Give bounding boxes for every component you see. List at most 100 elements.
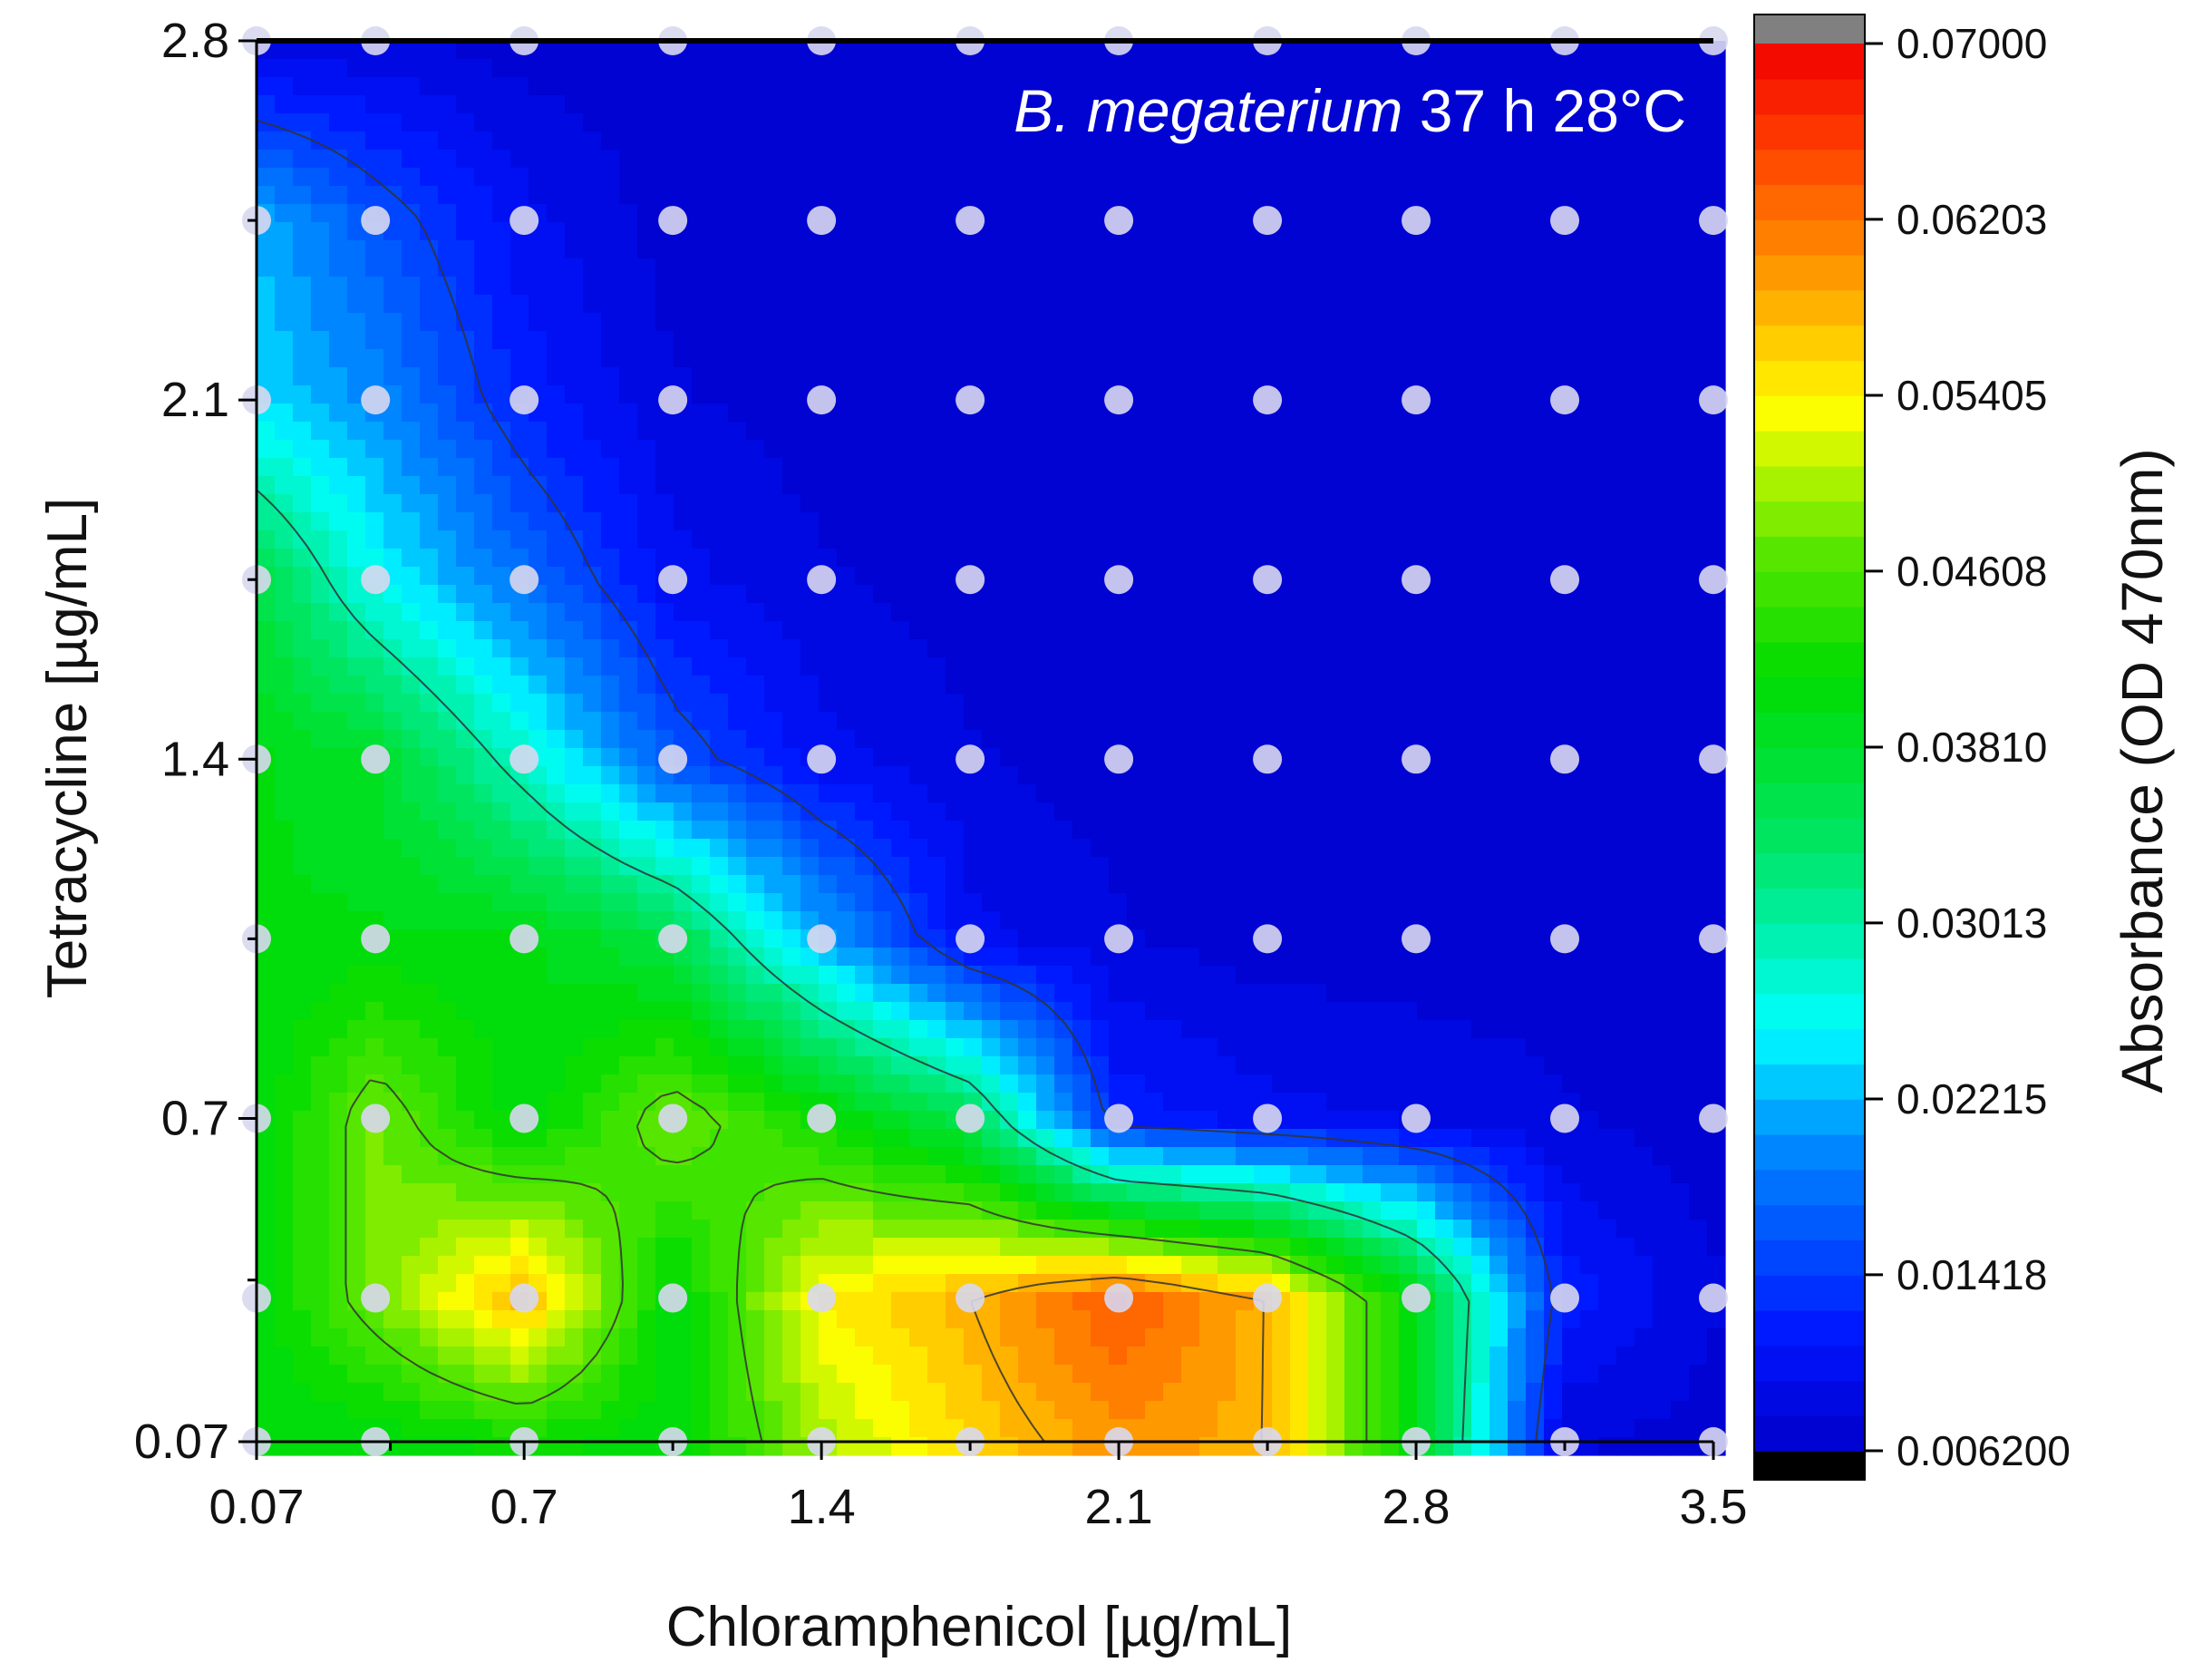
heatmap-cell [583, 639, 602, 658]
heatmap-cell [1145, 730, 1164, 749]
heatmap-cell [1417, 349, 1436, 368]
heatmap-cell [1417, 784, 1436, 803]
heatmap-cell [946, 766, 965, 785]
heatmap-cell [1363, 530, 1382, 549]
heatmap-cell [1218, 150, 1237, 169]
heatmap-cell [383, 277, 403, 296]
heatmap-cell [1181, 657, 1200, 676]
heatmap-cell [329, 1074, 348, 1094]
heatmap-cell [547, 1111, 566, 1130]
heatmap-cell [1254, 603, 1273, 622]
heatmap-cell [655, 821, 674, 840]
heatmap-cell [492, 766, 511, 785]
heatmap-cell [1417, 295, 1436, 314]
heatmap-cell [1000, 59, 1019, 78]
heatmap-cell [710, 59, 729, 78]
heatmap-cell [710, 95, 729, 114]
heatmap-cell [365, 367, 384, 386]
heatmap-cell [474, 1038, 493, 1057]
heatmap-cell [728, 966, 747, 985]
heatmap-cell [510, 59, 529, 78]
heatmap-cell [257, 77, 276, 96]
heatmap-cell [1435, 186, 1454, 205]
heatmap-cell [1272, 1074, 1291, 1094]
heatmap-cell [1290, 730, 1309, 749]
heatmap-cell [909, 748, 928, 767]
heatmap-cell [1562, 1002, 1581, 1021]
heatmap-cell [383, 657, 403, 676]
heatmap-cell [1635, 258, 1654, 277]
heatmap-cell [293, 802, 312, 821]
heatmap-cell [1616, 440, 1635, 459]
heatmap-cell [474, 204, 493, 223]
heatmap-cell [420, 966, 439, 985]
heatmap-cell [383, 621, 403, 640]
heatmap-cell [347, 512, 366, 531]
heatmap-cell [1399, 131, 1418, 151]
heatmap-cell [1218, 929, 1237, 948]
heatmap-cell [1689, 59, 1708, 78]
heatmap-cell [764, 240, 783, 259]
heatmap-cell [982, 694, 1001, 713]
heatmap-cell [1181, 984, 1200, 1003]
heatmap-cell [692, 277, 711, 296]
heatmap-cell [1163, 549, 1182, 568]
heatmap-cell [492, 929, 511, 948]
heatmap-cell [909, 567, 928, 586]
heatmap-cell [1580, 694, 1599, 713]
heatmap-cell [764, 59, 783, 78]
heatmap-cell [1000, 349, 1019, 368]
heatmap-cell [1508, 1020, 1527, 1039]
heatmap-cell [1000, 476, 1019, 495]
heatmap-cell [674, 113, 693, 132]
heatmap-cell [492, 240, 511, 259]
heatmap-cell [1671, 1038, 1690, 1057]
heatmap-cell [710, 639, 729, 658]
heatmap-cell [402, 929, 421, 948]
heatmap-cell [855, 385, 874, 404]
heatmap-cell [583, 1074, 602, 1094]
heatmap-cell [275, 948, 294, 967]
heatmap-cell [873, 730, 892, 749]
heatmap-cell [420, 657, 439, 676]
heatmap-cell [1054, 240, 1073, 259]
heatmap-cell [438, 222, 457, 241]
heatmap-cell [1417, 131, 1436, 151]
heatmap-cell [311, 802, 330, 821]
heatmap-cell [293, 839, 312, 858]
heatmap-cell [293, 1111, 312, 1130]
heatmap-cell [837, 1093, 856, 1112]
heatmap-cell [365, 77, 384, 96]
heatmap-cell [1308, 748, 1327, 767]
heatmap-cell [1054, 222, 1073, 241]
heatmap-cell [1399, 295, 1418, 314]
heatmap-cell [1616, 494, 1635, 513]
heatmap-cell [492, 512, 511, 531]
heatmap-cell [1417, 95, 1436, 114]
heatmap-cell [946, 694, 965, 713]
heatmap-cell [1054, 313, 1073, 332]
heatmap-cell [873, 857, 892, 876]
heatmap-cell [1508, 1038, 1527, 1057]
heatmap-cell [1181, 331, 1200, 350]
heatmap-cell [819, 113, 838, 132]
heatmap-cell [1381, 1111, 1400, 1130]
heatmap-cell [601, 204, 620, 223]
heatmap-cell [1054, 948, 1073, 967]
heatmap-cell [1363, 585, 1382, 604]
heatmap-cell [1689, 331, 1708, 350]
heatmap-cell [383, 77, 403, 96]
heatmap-cell [782, 204, 801, 223]
heatmap-cell [1707, 1002, 1726, 1021]
heatmap-cell [637, 440, 656, 459]
heatmap-cell [474, 41, 493, 60]
heatmap-cell [1598, 403, 1617, 423]
heatmap-cell [456, 1129, 475, 1148]
heatmap-cell [257, 1020, 276, 1039]
heatmap-cell [474, 403, 493, 423]
heatmap-cell [1435, 150, 1454, 169]
heatmap-cell [873, 676, 892, 695]
heatmap-cell [1000, 113, 1019, 132]
heatmap-cell [728, 984, 747, 1003]
heatmap-cell [873, 639, 892, 658]
